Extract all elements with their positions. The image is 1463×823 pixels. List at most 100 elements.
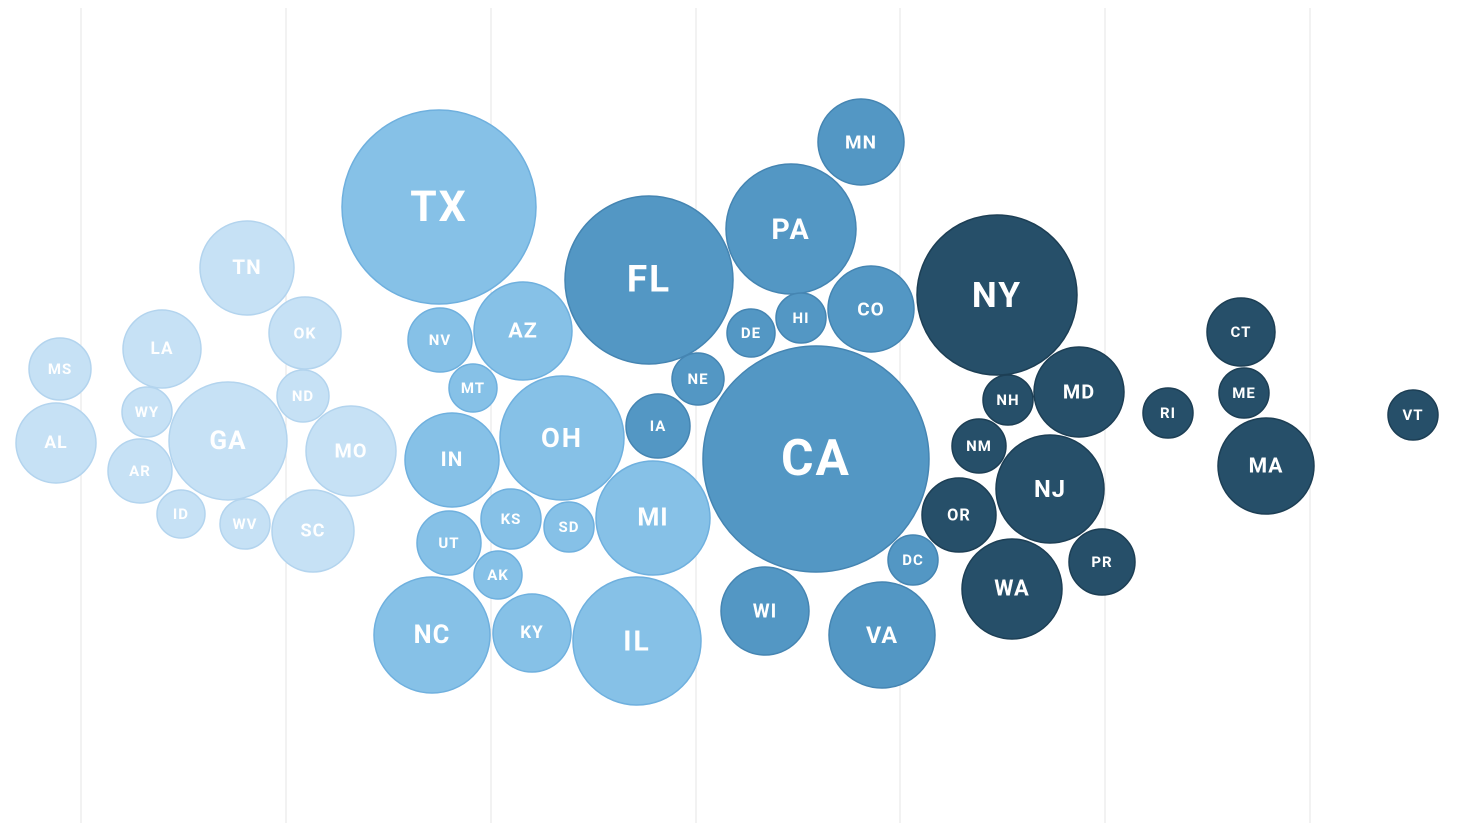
bubble [720, 566, 810, 656]
bubble [671, 352, 725, 406]
bubble-label: AZ [508, 319, 538, 344]
bubble [725, 163, 857, 295]
bubble-label: WV [233, 515, 258, 533]
bubble-label: FL [627, 259, 671, 302]
bubble [448, 363, 498, 413]
bubble-label: MN [845, 131, 877, 154]
bubble-label: CT [1231, 323, 1252, 341]
bubble-label: MT [461, 379, 485, 397]
bubble [271, 489, 355, 573]
bubble [817, 98, 905, 186]
bubble [916, 214, 1078, 376]
bubble-label: ID [173, 505, 189, 523]
bubble-label: AL [44, 433, 67, 453]
bubble-label: TN [232, 256, 261, 280]
bubble-label: MD [1063, 381, 1095, 404]
bubble-label: KY [520, 623, 544, 643]
bubble [702, 345, 930, 573]
bubble-label: GA [209, 426, 246, 456]
bubble [995, 434, 1105, 544]
bubble [951, 418, 1007, 474]
bubble [219, 498, 271, 550]
bubble [1387, 389, 1439, 441]
bubble [887, 534, 939, 586]
bubble [28, 337, 92, 401]
bubble [827, 265, 915, 353]
bubble [982, 374, 1034, 426]
bubble [1218, 367, 1270, 419]
bubble-label: KS [501, 510, 522, 528]
bubble-label: PA [771, 212, 810, 246]
bubble-label: NE [687, 370, 708, 388]
bubble-label: IN [441, 448, 464, 472]
bubble [473, 550, 523, 600]
bubble-label: LA [151, 339, 174, 359]
bubble [15, 402, 97, 484]
bubble [1068, 528, 1136, 596]
bubble-label: MO [335, 440, 368, 463]
bubble-label: WA [994, 577, 1030, 602]
bubble [122, 309, 202, 389]
bubble [775, 292, 827, 344]
bubble-label: VA [866, 621, 898, 649]
bubble [268, 296, 342, 370]
bubble-label: SD [559, 518, 580, 536]
bubble-label: MI [637, 504, 668, 533]
bubble [107, 438, 173, 504]
bubble-label: DE [741, 324, 761, 342]
bubble [156, 489, 206, 539]
bubble [341, 109, 537, 305]
bubble-label: NH [996, 391, 1019, 409]
bubble-label: TX [410, 182, 468, 232]
bubble [1206, 297, 1276, 367]
bubble [828, 581, 936, 689]
bubble-label: AR [129, 462, 151, 480]
bubble-label: SC [301, 521, 326, 542]
bubble-label: RI [1160, 404, 1176, 422]
bubble [121, 386, 173, 438]
bubble-label: OK [294, 324, 317, 343]
bubble [373, 576, 491, 694]
bubble [473, 281, 573, 381]
bubble [199, 220, 295, 316]
bubble [921, 477, 997, 553]
bubble [499, 375, 625, 501]
bubble-label: OH [541, 422, 583, 454]
bubble [1033, 346, 1125, 438]
bubble [564, 195, 734, 365]
bubble-label: NM [966, 437, 992, 455]
bubble [276, 369, 330, 423]
bubble [572, 576, 702, 706]
bubble-label: DC [902, 551, 924, 569]
bubble-label: NJ [1034, 475, 1066, 503]
bubble-label: MS [48, 360, 72, 378]
bubble-label: ME [1232, 384, 1256, 402]
bubble-label: NC [414, 620, 451, 650]
bubble [543, 501, 595, 553]
bubble-label: VT [1402, 406, 1423, 424]
bubble [492, 593, 572, 673]
bubble [1142, 387, 1194, 439]
bubble [1217, 417, 1315, 515]
bubble [480, 488, 542, 550]
bubble-label: WI [753, 600, 778, 623]
bubble [404, 412, 500, 508]
bubble-label: ND [292, 387, 314, 405]
bubble [416, 510, 482, 576]
bubble [407, 307, 473, 373]
bubble-label: UT [438, 534, 459, 552]
bubble-label: IL [623, 625, 650, 658]
bubble-label: HI [793, 309, 810, 327]
bubble-label: PR [1091, 553, 1112, 571]
bubble [168, 381, 288, 501]
bubble [595, 460, 711, 576]
bubble [305, 405, 397, 497]
bubble-label: AK [487, 566, 509, 584]
bubble-label: WY [135, 403, 159, 421]
bubble [726, 308, 776, 358]
bubble-label: CO [857, 298, 884, 321]
bubble-label: NV [429, 331, 451, 349]
bubble-label: OR [947, 506, 971, 525]
bubble-label: IA [650, 417, 667, 435]
